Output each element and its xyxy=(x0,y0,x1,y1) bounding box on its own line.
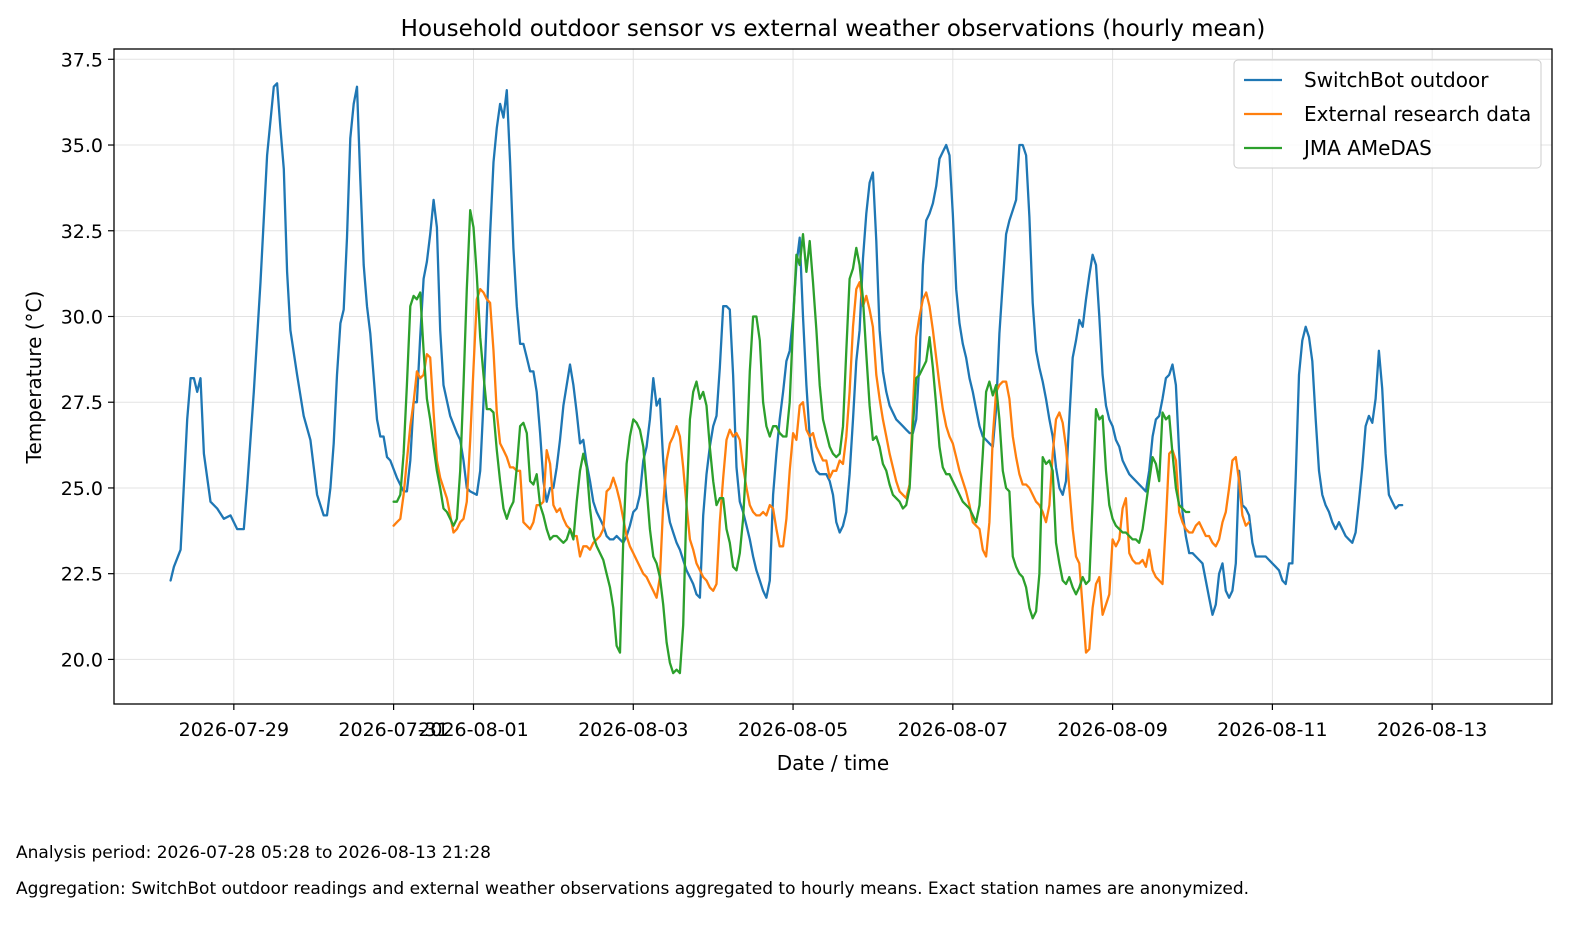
x-tick-label: 2026-08-03 xyxy=(578,719,688,741)
x-tick-label: 2026-07-31 xyxy=(338,719,448,741)
legend-label: JMA AMeDAS xyxy=(1302,136,1432,160)
line-chart: Household outdoor sensor vs external wea… xyxy=(22,16,1553,775)
legend-label: External research data xyxy=(1304,102,1531,126)
grid-lines xyxy=(114,49,1552,704)
series-line-2 xyxy=(392,281,1251,654)
y-tick-label: 35.0 xyxy=(61,135,103,157)
y-tick-label: 32.5 xyxy=(61,221,103,243)
y-tick-label: 22.5 xyxy=(61,564,103,586)
y-tick-label: 25.0 xyxy=(61,478,103,500)
plot-frame xyxy=(113,48,1553,705)
y-axis-label: Temperature (°C) xyxy=(22,291,46,465)
axis-ticks: 20.0 22.5 25.0 27.5 30.0 32.5 35.0 37.5 2026-07-… xyxy=(61,49,1488,741)
legend-label: SwitchBot outdoor xyxy=(1304,68,1489,92)
x-tick-label: 2026-08-05 xyxy=(738,719,848,741)
y-tick-label: 20.0 xyxy=(61,649,103,671)
aggregation-note: Aggregation: SwitchBot outdoor readings … xyxy=(16,879,1250,899)
x-tick-label: 2026-07-29 xyxy=(179,719,289,741)
series-line-3 xyxy=(392,209,1191,675)
x-tick-label: 2026-08-01 xyxy=(418,719,528,741)
y-tick-label: 27.5 xyxy=(61,392,103,414)
y-tick-label: 37.5 xyxy=(61,49,103,71)
legend-box xyxy=(1233,59,1542,169)
x-tick-label: 2026-08-09 xyxy=(1057,719,1167,741)
chart-title: Household outdoor sensor vs external wea… xyxy=(401,16,1266,42)
x-tick-label: 2026-08-11 xyxy=(1217,719,1327,741)
legend: SwitchBot outdoor External research data J… xyxy=(1233,59,1542,169)
y-tick-label: 30.0 xyxy=(61,306,103,328)
x-axis-label: Date / time xyxy=(777,751,889,775)
analysis-period-note: Analysis period: 2026-07-28 05:28 to 202… xyxy=(16,843,491,863)
series-layer xyxy=(169,82,1404,675)
x-tick-label: 2026-08-13 xyxy=(1377,719,1487,741)
x-tick-label: 2026-08-07 xyxy=(898,719,1008,741)
series-line-1 xyxy=(169,82,1404,616)
